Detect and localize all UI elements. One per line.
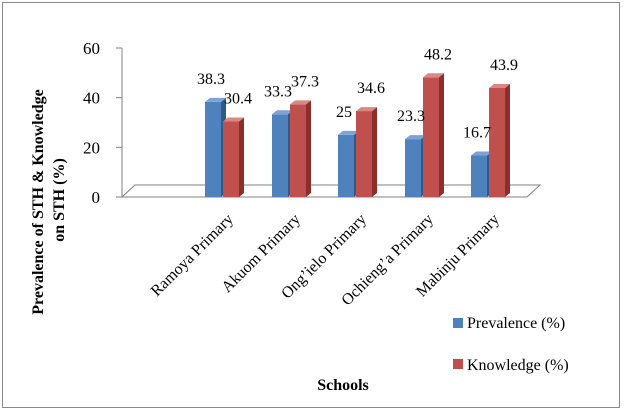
bars (205, 73, 510, 197)
bar-side (306, 100, 311, 197)
legend: Prevalence (%) Knowledge (%) (453, 315, 569, 374)
y-tick-label: 60 (83, 39, 100, 58)
data-label: 48.2 (424, 46, 452, 63)
bar-side (239, 117, 244, 197)
bar-top (338, 130, 359, 135)
data-label: 16.7 (463, 125, 491, 142)
bar-front (423, 77, 439, 197)
bar (489, 83, 510, 197)
data-label: 23.3 (397, 108, 425, 125)
bar (205, 97, 226, 197)
legend-swatch-knowledge (453, 359, 463, 369)
bar-side (505, 83, 510, 197)
y-axis: 0 20 40 60 (83, 39, 123, 207)
data-label: 25 (336, 104, 352, 121)
bar (471, 151, 492, 197)
y-tick-label: 40 (83, 89, 100, 108)
bar-front (290, 104, 306, 197)
bar-side (439, 73, 444, 197)
value-labels: 38.3 33.3 25 23.3 16.7 30.4 37.3 34.6 48.2 43.9 (197, 46, 518, 141)
bar-front (272, 114, 288, 197)
bar-front (356, 111, 372, 197)
bar-top (489, 83, 510, 88)
legend-swatch-prevalence (453, 318, 463, 328)
bar-front (471, 155, 487, 197)
y-axis-title-line-2: on STH (%) (51, 158, 68, 242)
bar-front (338, 134, 354, 197)
bar (356, 107, 377, 197)
bar (338, 130, 359, 197)
y-tick-label: 0 (92, 188, 101, 207)
legend-label-prevalence: Prevalence (%) (467, 315, 565, 332)
bar-front (223, 121, 239, 197)
bar-front (489, 87, 505, 197)
y-axis-title: Prevalence of STH & Knowledge on STH (%) (30, 85, 68, 314)
data-label: 38.3 (197, 71, 225, 88)
bar (423, 73, 444, 197)
bar-top (272, 110, 293, 115)
bar (223, 117, 244, 197)
bar-top (223, 117, 244, 122)
data-label: 33.3 (264, 83, 292, 100)
bar (290, 100, 311, 197)
y-tick-label: 20 (83, 138, 100, 157)
bar-top (405, 135, 426, 140)
bar-front (205, 101, 221, 197)
chart-frame (2, 2, 620, 408)
x-axis-title: Schools (317, 377, 369, 394)
legend-label-knowledge: Knowledge (%) (467, 357, 569, 374)
data-label: 34.6 (357, 80, 385, 97)
data-label: 43.9 (490, 57, 518, 74)
bar-top (356, 107, 377, 112)
y-axis-title-line-1: Prevalence of STH & Knowledge (30, 89, 47, 314)
bar-top (205, 97, 226, 102)
bar (272, 110, 293, 197)
data-label: 30.4 (224, 91, 252, 108)
bar-top (423, 73, 444, 78)
bar-top (290, 100, 311, 105)
bar-side (372, 107, 377, 197)
bar (405, 135, 426, 197)
bar-top (471, 151, 492, 156)
bar-front (405, 139, 421, 197)
data-label: 37.3 (291, 73, 319, 90)
